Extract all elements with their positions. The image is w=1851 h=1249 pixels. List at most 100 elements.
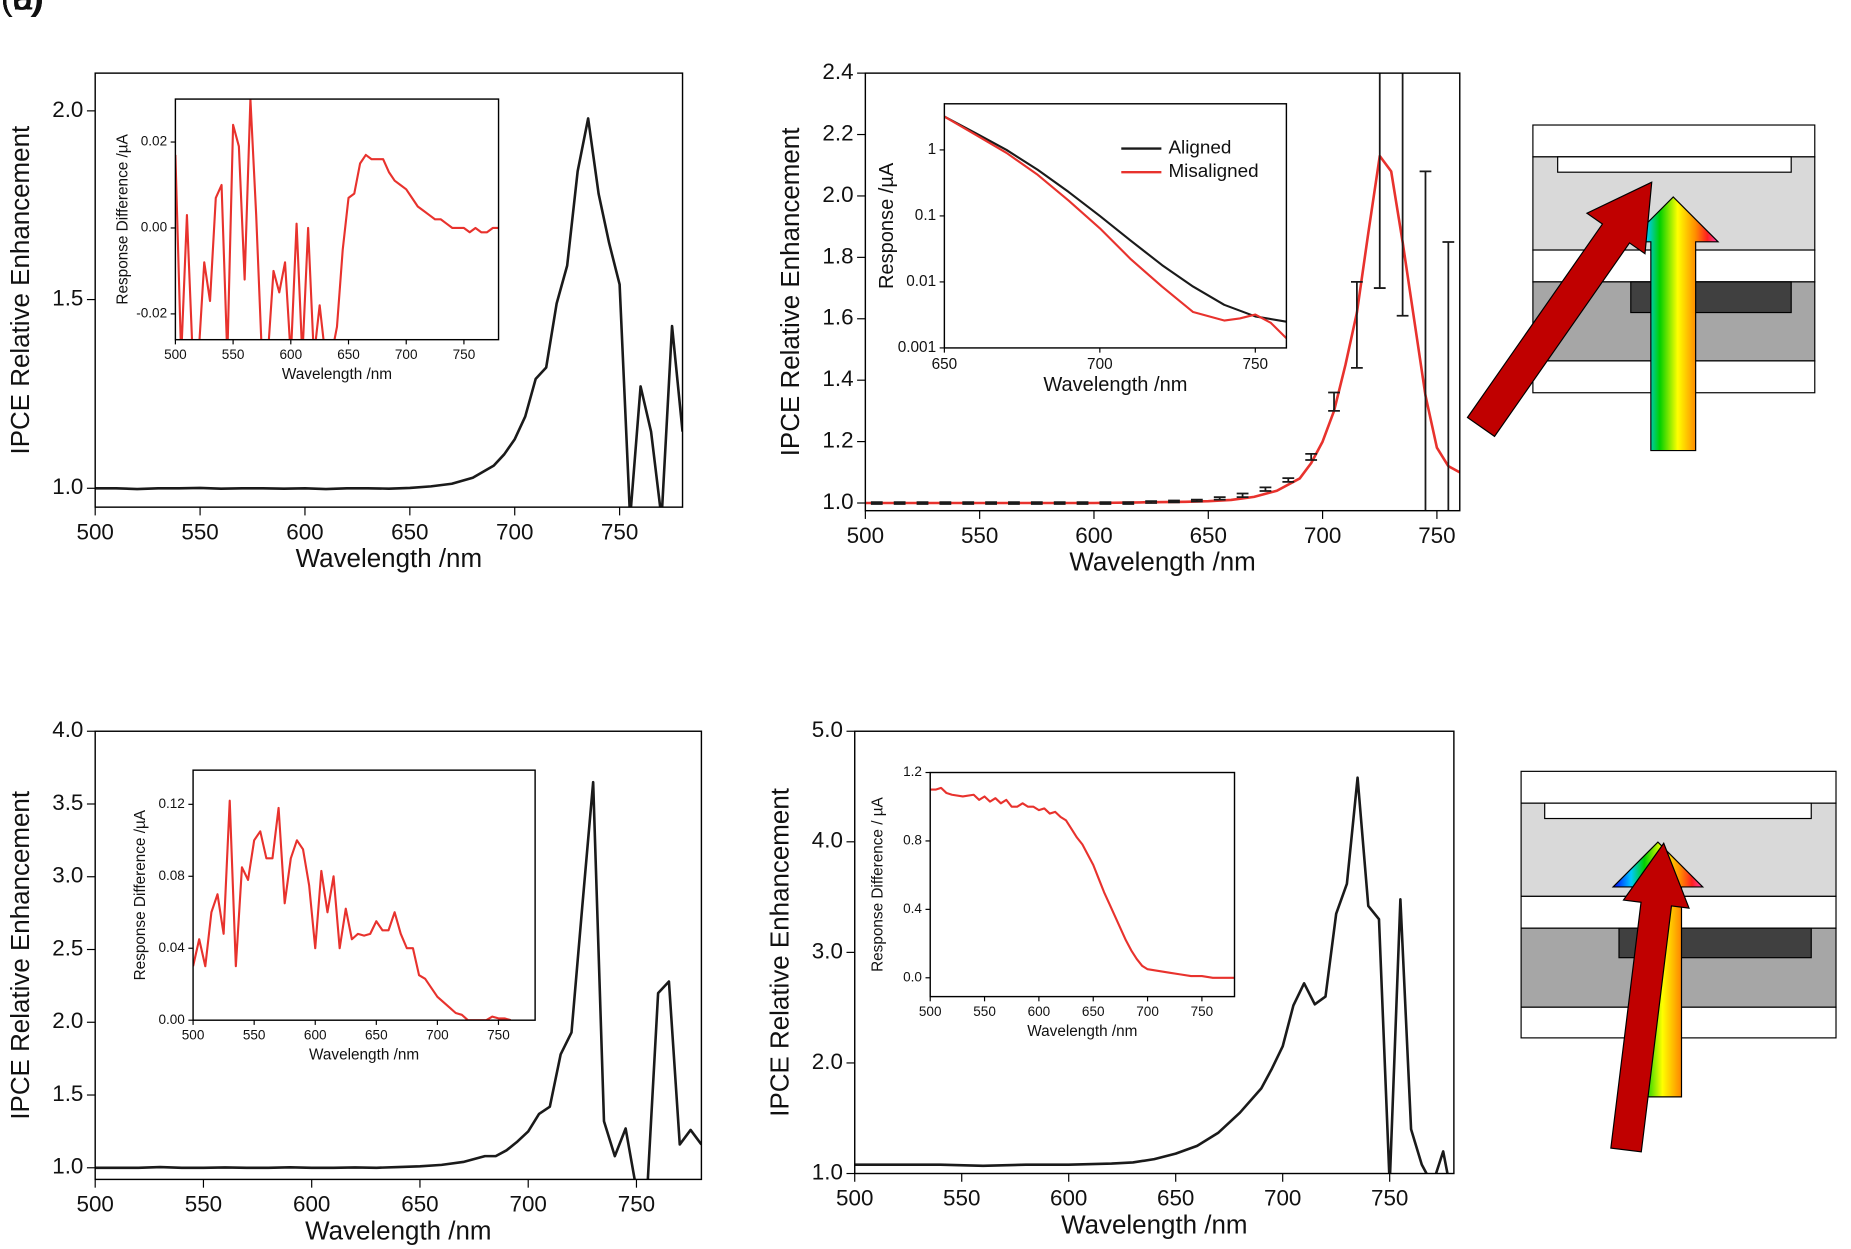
x-tick-label: 500 [77, 1192, 114, 1217]
error-bar [1053, 501, 1066, 505]
x-tick-label: 600 [1075, 523, 1112, 548]
y-tick-label: 4.0 [52, 717, 83, 742]
x-tick-label: 550 [961, 523, 998, 548]
plot-border [943, 103, 1288, 349]
plot-area [854, 776, 1449, 1174]
y-tick-label: 0.04 [158, 940, 185, 955]
data-line [930, 786, 1235, 979]
y-tick-label: 0.12 [158, 796, 184, 811]
y-axis-label: Response Difference /µA [132, 809, 149, 980]
x-tick-label: 550 [943, 1186, 980, 1211]
panel-label: (c) [1, 0, 42, 17]
error-bar [1145, 500, 1158, 504]
x-tick-label: 550 [973, 1004, 996, 1019]
x-tick-label: 750 [453, 347, 476, 362]
plot-area [193, 799, 511, 1021]
x-tick-label: 650 [391, 519, 428, 544]
x-tick-label: 700 [510, 1192, 547, 1217]
y-axis-label: Response Difference /µA [115, 133, 132, 304]
error-bar [893, 501, 906, 505]
x-tick-label: 600 [304, 1027, 327, 1042]
y-tick-label: 1.0 [812, 1159, 843, 1184]
x-tick-label: 550 [181, 519, 218, 544]
x-tick-label: 650 [1157, 1186, 1194, 1211]
error-bar [939, 501, 952, 505]
data-line [95, 117, 683, 508]
y-tick-label: 1.5 [52, 1081, 83, 1106]
data-line [95, 780, 702, 1180]
x-tick-label: 750 [487, 1027, 510, 1042]
x-tick-label: 500 [919, 1004, 942, 1019]
y-axis-label: IPCE Relative Enhancement [7, 125, 35, 455]
x-tick-label: 500 [836, 1186, 873, 1211]
error-bar [1099, 501, 1112, 505]
y-tick-label: 0.0 [903, 969, 922, 984]
y-tick-label: 2.0 [52, 1008, 83, 1033]
plot-border [864, 72, 1461, 512]
device-diagram-d [1520, 770, 1837, 1153]
x-tick-label: 750 [1418, 523, 1455, 548]
x-axis-label: Wavelength /nm [296, 545, 482, 573]
x-tick-label: 650 [1082, 1004, 1105, 1019]
y-tick-label: 5.0 [812, 717, 843, 742]
plot-area [95, 780, 702, 1180]
error-bar [1419, 170, 1432, 511]
x-tick-label: 500 [164, 347, 187, 362]
y-axis-label: IPCE Relative Enhancement [7, 790, 35, 1120]
y-tick-label: 3.0 [52, 863, 83, 888]
y-tick-label: 1.5 [52, 285, 83, 310]
y-tick-label: 1.8 [822, 243, 853, 268]
y-tick-label: 2.5 [52, 935, 83, 960]
x-tick-label: 700 [1264, 1186, 1301, 1211]
plot-area [175, 99, 499, 340]
panel-label: (a) [1, 0, 44, 17]
y-tick-label: 2.0 [52, 97, 83, 122]
y-tick-label: 1.0 [52, 1154, 83, 1179]
plot-area [930, 786, 1235, 979]
plot-area [95, 117, 683, 508]
x-tick-label: 650 [401, 1192, 438, 1217]
y-tick-label: 2.0 [812, 1049, 843, 1074]
x-tick-label: 600 [1028, 1004, 1051, 1019]
data-line [193, 799, 511, 1021]
y-tick-label: 0.1 [915, 207, 936, 224]
error-bar [1328, 391, 1340, 412]
error-bar [1030, 501, 1043, 505]
x-axis-label: Wavelength /nm [1069, 549, 1255, 577]
panel-label: (b) [1, 0, 44, 17]
error-bar [1076, 501, 1089, 505]
x-tick-label: 600 [1050, 1186, 1087, 1211]
y-tick-label: 1.0 [52, 474, 83, 499]
x-tick-label: 750 [1191, 1004, 1214, 1019]
error-bar [1282, 477, 1295, 483]
error-bar [962, 501, 975, 505]
x-tick-label: 750 [1243, 356, 1269, 373]
y-tick-label: 0.08 [158, 868, 184, 883]
error-bar [1442, 241, 1455, 511]
x-tick-label: 650 [365, 1027, 388, 1042]
y-tick-label: 1.6 [822, 305, 853, 330]
data-line [944, 115, 1287, 323]
y-axis-label: Response /µA [876, 162, 898, 289]
plot-border [174, 98, 500, 341]
x-tick-label: 600 [293, 1192, 330, 1217]
x-tick-label: 550 [243, 1027, 266, 1042]
x-tick-label: 600 [286, 519, 323, 544]
device-diagram-b [1466, 124, 1816, 452]
legend-label: Aligned [1168, 137, 1231, 158]
x-tick-label: 700 [496, 519, 533, 544]
y-tick-label: 1.2 [822, 428, 853, 453]
error-bar [985, 501, 997, 505]
plot-area [944, 115, 1287, 340]
plot-background [193, 770, 536, 1021]
error-bar [1396, 73, 1409, 317]
x-tick-label: 650 [337, 347, 360, 362]
error-bar [1350, 281, 1363, 369]
y-tick-label: 0.8 [903, 833, 922, 848]
plot-border [192, 769, 536, 1021]
y-tick-label: 1.0 [822, 489, 853, 514]
plot-background [175, 99, 499, 340]
y-axis-label: IPCE Relative Enhancement [777, 127, 805, 457]
plot-border [94, 72, 684, 508]
error-bar [1236, 492, 1249, 499]
